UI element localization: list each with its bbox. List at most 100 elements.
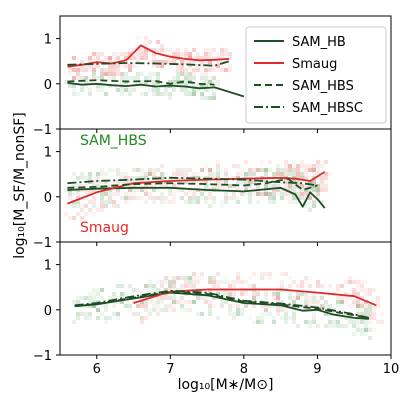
density-cell [244, 292, 248, 296]
density-cell [216, 68, 220, 72]
density-cell [192, 68, 196, 72]
density-cell [196, 196, 200, 200]
density-cell [172, 284, 176, 288]
y-tick-label-top: 1 [44, 33, 52, 48]
density-cell [308, 164, 312, 168]
density-cell [96, 172, 100, 176]
density-cell [220, 52, 224, 56]
legend-box [245, 26, 387, 124]
density-cell [144, 184, 148, 188]
density-cell [316, 196, 320, 200]
density-cell [244, 172, 248, 176]
density-cell [248, 192, 252, 196]
density-cell [140, 188, 144, 192]
density-cell [136, 64, 140, 68]
density-cell [160, 288, 164, 292]
density-cell [104, 172, 108, 176]
density-cell [248, 196, 252, 200]
density-cell [188, 52, 192, 56]
density-cell [316, 184, 320, 188]
density-cell [212, 76, 216, 80]
density-cell [100, 172, 104, 176]
density-cell [116, 56, 120, 60]
density-cell [316, 284, 320, 288]
density-cell [296, 200, 300, 204]
density-cell [188, 276, 192, 280]
density-cell [72, 320, 76, 324]
density-cell [252, 192, 256, 196]
density-cell [124, 180, 128, 184]
density-cell [92, 68, 96, 72]
density-cell [168, 304, 172, 308]
density-cell [324, 184, 328, 188]
density-cell [140, 48, 144, 52]
density-cell [220, 184, 224, 188]
density-cell [188, 76, 192, 80]
density-cell [364, 304, 368, 308]
density-cell [348, 296, 352, 300]
density-cell [168, 296, 172, 300]
density-cell [344, 312, 348, 316]
density-cell [232, 196, 236, 200]
density-cell [72, 68, 76, 72]
density-cell [196, 88, 200, 92]
panel-annotation-sam-hbs: SAM_HBS [80, 133, 147, 149]
density-cell [108, 64, 112, 68]
density-cell [72, 300, 76, 304]
density-cell [76, 196, 80, 200]
density-cell [236, 276, 240, 280]
density-cell [292, 160, 296, 164]
density-cell [164, 280, 168, 284]
y-axis-label: log₁₀[M_SF/M_nonSF] [12, 112, 28, 259]
density-cell [88, 200, 92, 204]
density-cell [124, 172, 128, 176]
y-tick-label-middle: −1 [33, 236, 52, 251]
density-cell [140, 300, 144, 304]
density-cell [92, 304, 96, 308]
density-cell [124, 56, 128, 60]
density-cell [300, 176, 304, 180]
density-cell [208, 80, 212, 84]
density-cell [120, 196, 124, 200]
density-cell [364, 280, 368, 284]
density-cell [112, 200, 116, 204]
density-cell [300, 160, 304, 164]
density-cell [140, 84, 144, 88]
density-cell [276, 172, 280, 176]
density-cell [304, 176, 308, 180]
density-cell [164, 276, 168, 280]
density-cell [136, 72, 140, 76]
density-cell [120, 92, 124, 96]
legend-label-sam-hbsc: SAM_HBSC [292, 101, 363, 116]
density-cell [136, 48, 140, 52]
density-cell [200, 92, 204, 96]
density-cell [168, 284, 172, 288]
density-cell [180, 296, 184, 300]
density-cell [180, 72, 184, 76]
density-cell [308, 300, 312, 304]
density-cell [92, 296, 96, 300]
density-cell [136, 48, 140, 52]
density-cell [216, 168, 220, 172]
density-cell [164, 92, 168, 96]
density-cell [216, 64, 220, 68]
density-cell [112, 304, 116, 308]
density-cell [184, 168, 188, 172]
density-cell [268, 196, 272, 200]
density-cell [200, 192, 204, 196]
density-cell [208, 80, 212, 84]
density-cell [144, 284, 148, 288]
density-cell [304, 204, 308, 208]
density-cell [324, 300, 328, 304]
density-cell [88, 172, 92, 176]
density-cell [144, 92, 148, 96]
density-cell [172, 280, 176, 284]
density-cell [148, 172, 152, 176]
density-cell [192, 284, 196, 288]
density-cell [156, 48, 160, 52]
density-cell [224, 200, 228, 204]
density-cell [100, 52, 104, 56]
density-cell [204, 196, 208, 200]
density-cell [336, 304, 340, 308]
